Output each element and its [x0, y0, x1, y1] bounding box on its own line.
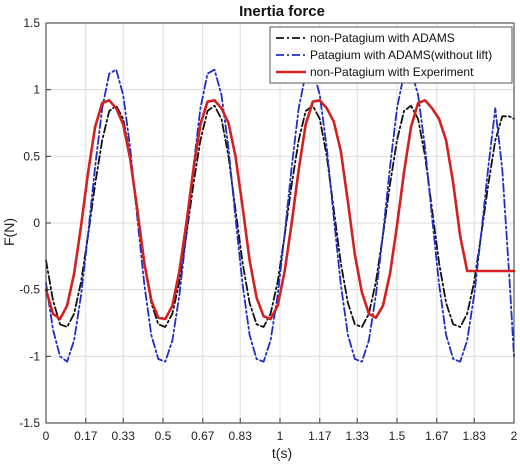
x-tick-label: 1.83	[463, 429, 487, 443]
x-tick-label: 0.33	[112, 429, 136, 443]
y-tick-label: 1.5	[23, 16, 40, 30]
series-group	[44, 68, 516, 363]
x-axis-label: t(s)	[272, 445, 292, 461]
x-tick-label: 0	[43, 429, 50, 443]
legend-box	[269, 26, 513, 84]
x-tick-label: 1.5	[389, 429, 406, 443]
series-line-3	[44, 99, 516, 321]
y-tick-label: -1	[29, 349, 40, 363]
x-tick-label: 1.17	[308, 429, 332, 443]
y-tick-label: -1.5	[19, 416, 40, 430]
chart-title: Inertia force	[239, 3, 325, 20]
y-tick-label: 0.5	[23, 149, 40, 163]
x-tick-label: 1	[277, 429, 284, 443]
y-axis-label: F(N)	[1, 218, 17, 246]
legend-label-2: Patagium with ADAMS(without lift)	[310, 48, 492, 62]
y-tick-label: -0.5	[19, 283, 40, 297]
legend: non-Patagium with ADAMS Patagium with ADA…	[269, 26, 513, 84]
x-tick-label: 1.33	[346, 429, 370, 443]
x-tick-label: 1.67	[425, 429, 449, 443]
x-tick-label: 0.67	[191, 429, 215, 443]
x-tick-label: 0.17	[74, 429, 98, 443]
x-tick-label: 0.83	[229, 429, 253, 443]
y-tick-label: 0	[33, 216, 40, 230]
legend-label-3: non-Patagium with Experiment	[310, 65, 474, 79]
y-tick-label: 1	[33, 83, 40, 97]
y-axis-ticks: -1.5 -1 -0.5 0 0.5 1 1.5	[19, 16, 51, 430]
x-axis-ticks: 0 0.17 0.33 0.5 0.67 0.83 1 1.17 1.33 1.5 1.67 1.83…	[43, 418, 518, 443]
legend-label-1: non-Patagium with ADAMS	[310, 31, 455, 45]
x-tick-label: 2	[511, 429, 518, 443]
series-line-2	[45, 68, 515, 363]
x-tick-label: 0.5	[155, 429, 172, 443]
